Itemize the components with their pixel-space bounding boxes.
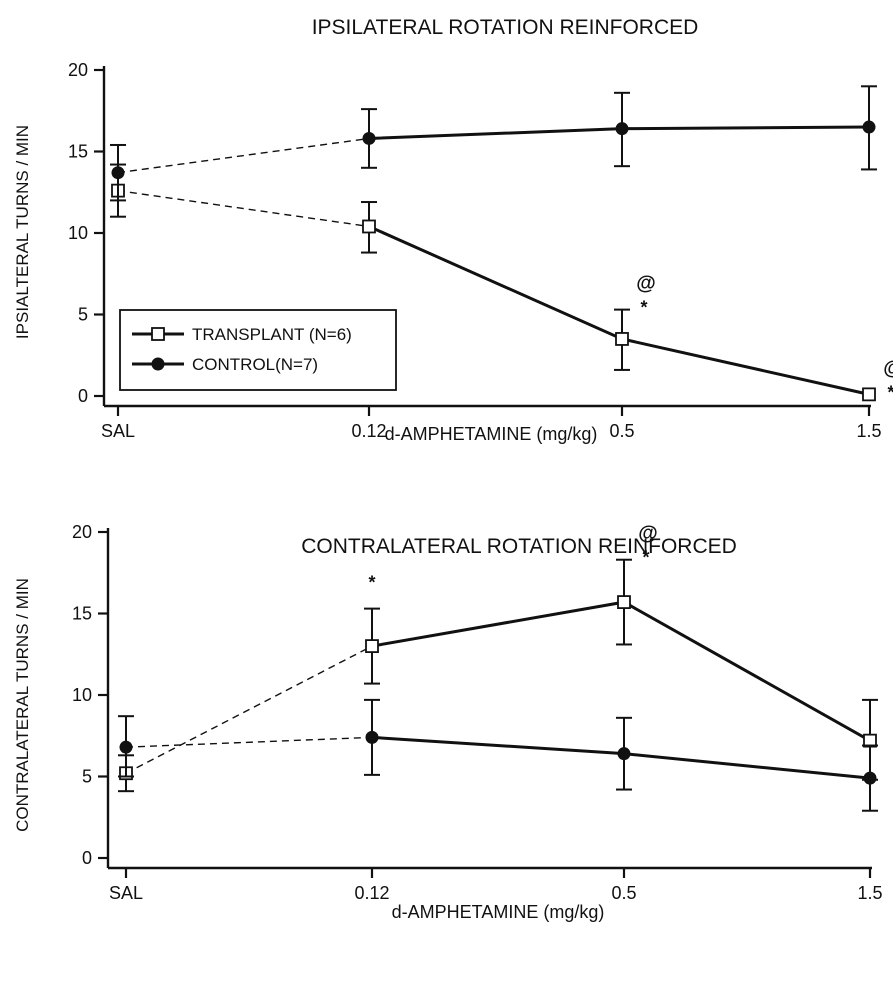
y-tick-label: 5 [82,767,92,787]
y-axis-label: IPSIALTERAL TURNS / MIN [13,125,32,339]
star-mark: * [887,382,893,402]
star-mark: * [642,548,649,568]
data-point-square [615,332,629,346]
y-tick-label: 0 [82,848,92,868]
data-point-circle [362,131,376,145]
y-tick-label: 0 [78,386,88,406]
data-point-circle [615,122,629,136]
at-mark: @ [883,357,893,379]
x-tick-label: 0.5 [609,421,634,441]
series-control [110,85,877,202]
star-mark: * [640,298,647,318]
x-tick-label: 1.5 [857,883,882,903]
y-tick-label: 10 [68,223,88,243]
data-point-square [365,639,379,653]
x-tick-label: SAL [101,421,135,441]
at-mark: @ [636,273,656,295]
y-tick-label: 20 [72,522,92,542]
data-point-circle [617,747,631,761]
y-tick-label: 15 [72,604,92,624]
dashed-segment [117,137,370,174]
data-point-circle [365,730,379,744]
dashed-segment [117,189,370,228]
legend-label: CONTROL(N=7) [192,355,318,374]
x-tick-label: 0.5 [611,883,636,903]
chart-panel-1: IPSILATERAL ROTATION REINFORCED d-AMPHETA… [13,16,893,444]
data-point-square [617,595,631,609]
x-tick-label: 1.5 [856,421,881,441]
y-tick-label: 20 [68,60,88,80]
x-tick-label: SAL [109,883,143,903]
data-point-square [862,387,876,402]
at-mark: @ [638,523,658,545]
chart-title: CONTRALATERAL ROTATION REINFORCED [301,535,737,558]
data-point-circle [111,166,125,180]
series-line [371,600,871,742]
x-tick-label: 0.12 [354,883,389,903]
series-transplant: * @ * [118,523,878,793]
star-mark: * [368,573,375,593]
x-axis-label: d-AMPHETAMINE (mg/kg) [385,424,598,444]
y-tick-label: 10 [72,685,92,705]
y-tick-label: 5 [78,305,88,325]
y-axis-label: CONTRALATERAL TURNS / MIN [13,578,32,832]
x-tick-label: 0.12 [351,421,386,441]
x-axis-label: d-AMPHETAMINE (mg/kg) [392,902,605,922]
data-point-circle [119,740,133,754]
data-point-square [362,219,376,234]
series-control [118,698,878,812]
chart-panel-2: CONTRALATERAL ROTATION REINFORCED d-AMPHE… [13,522,883,922]
legend-marker-circle [151,357,165,371]
dashed-segment [125,645,373,774]
data-point-circle [863,771,877,785]
y-tick-label: 15 [68,142,88,162]
legend-label: TRANSPLANT (N=6) [192,325,352,344]
legend-box [119,309,397,391]
data-point-circle [862,120,876,134]
legend: TRANSPLANT (N=6) CONTROL(N=7) [119,309,397,391]
legend-marker-square [151,327,165,341]
dashed-segment [125,736,373,748]
chart-title: IPSILATERAL ROTATION REINFORCED [312,16,699,39]
